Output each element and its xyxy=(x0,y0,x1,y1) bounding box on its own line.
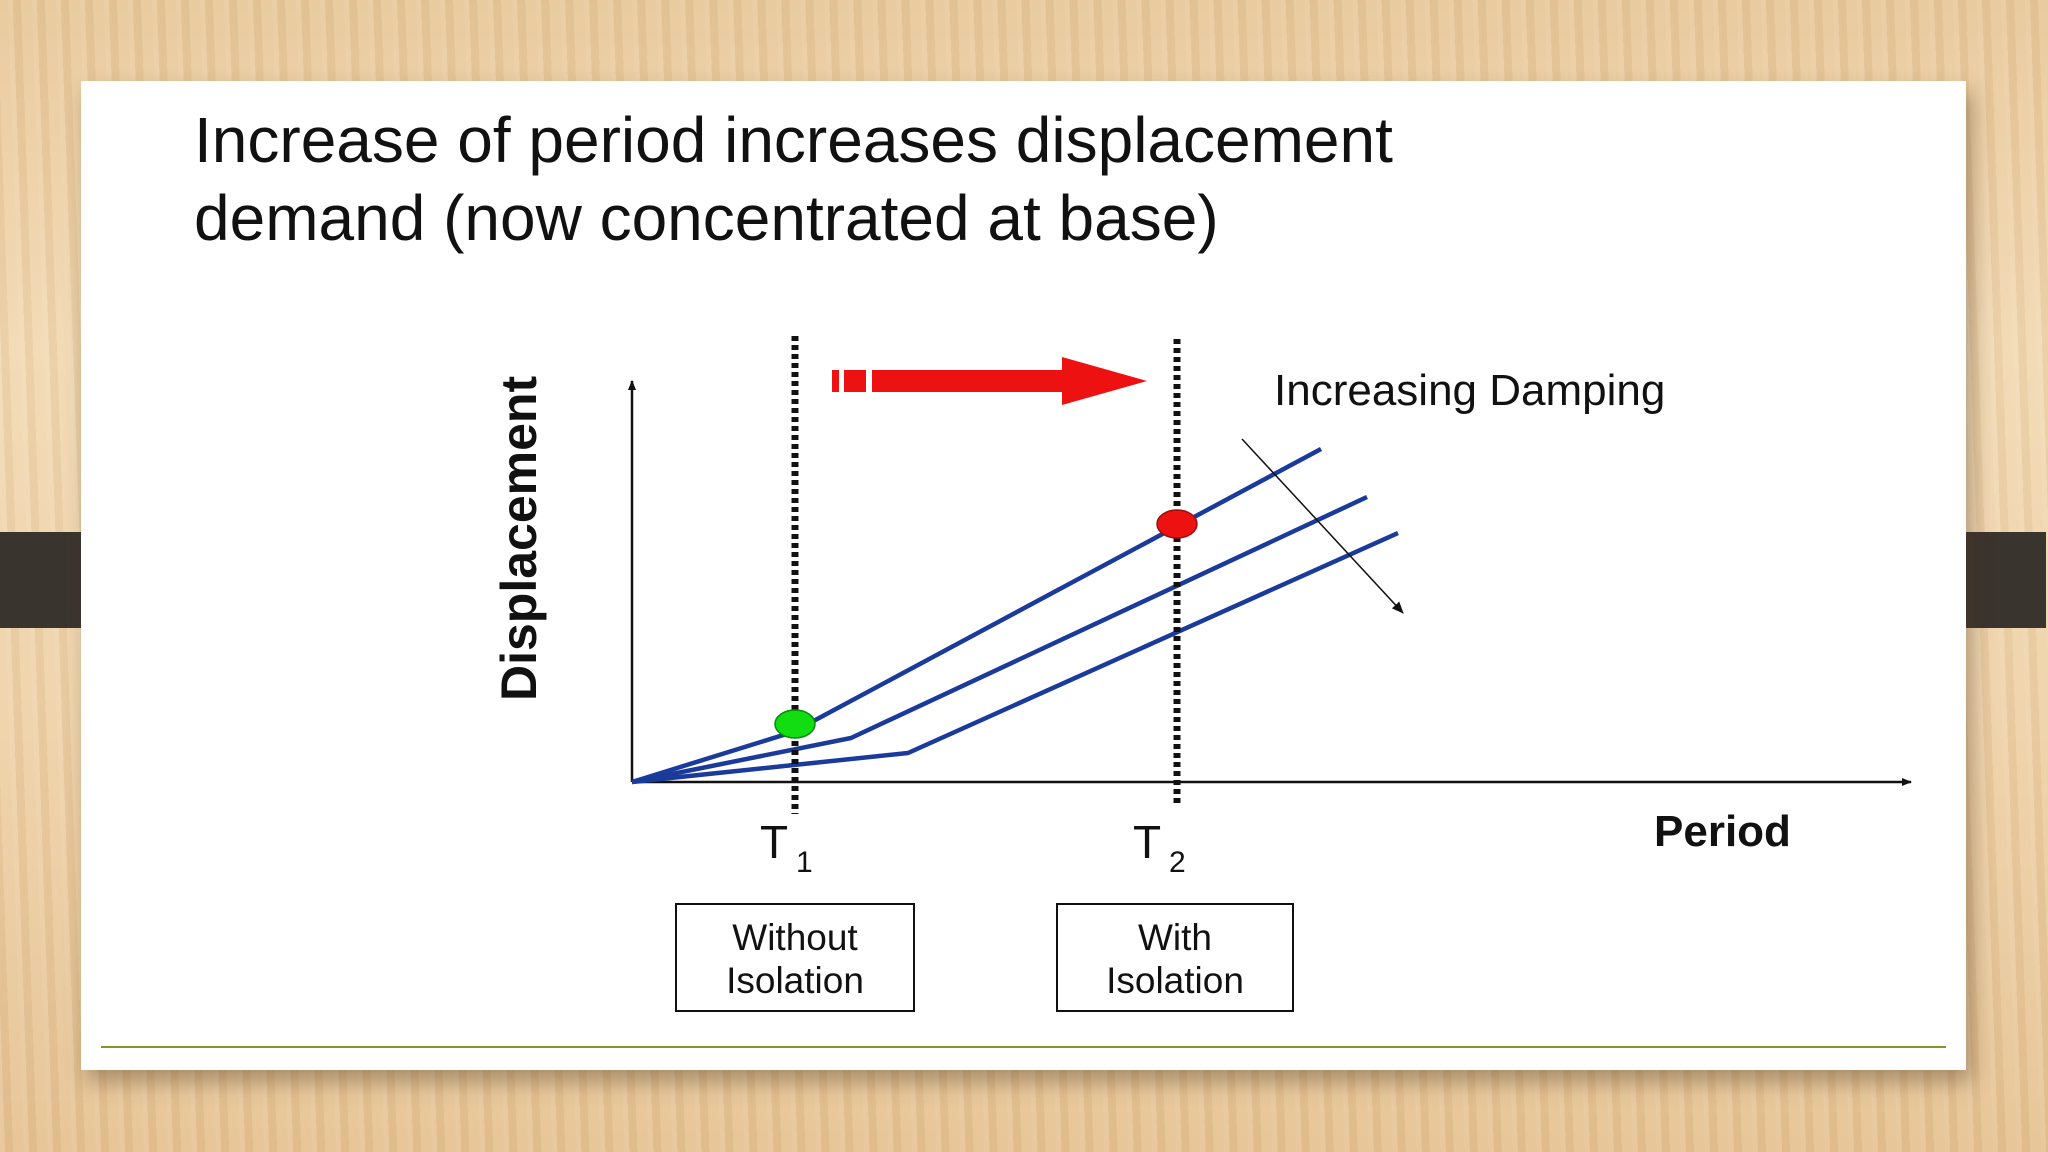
t2-letter: T xyxy=(1133,816,1161,868)
without-isolation-line-2: Isolation xyxy=(726,960,864,1001)
displacement-period-diagram: Increasing Damping Displacement Period T… xyxy=(491,336,1912,1012)
with-isolation-line-2: Isolation xyxy=(1106,960,1244,1001)
slide: Increase of period increases displacemen… xyxy=(81,81,1966,1070)
increasing-damping-arrow xyxy=(1241,438,1404,614)
t1-subscript: 1 xyxy=(796,846,813,879)
without-isolation-box: Without Isolation xyxy=(675,903,915,1012)
increasing-damping-label: Increasing Damping xyxy=(1274,366,1665,415)
slide-footer-rule xyxy=(101,1046,1946,1048)
t1-letter: T xyxy=(760,816,788,868)
curve-mid-damping xyxy=(631,494,1368,785)
curve-high-damping xyxy=(631,530,1399,785)
with-isolation-line-1: With xyxy=(1138,917,1212,958)
title-line-2: demand (now concentrated at base) xyxy=(194,182,1219,254)
t1-label: T 1 xyxy=(760,816,813,879)
with-isolation-box: With Isolation xyxy=(1056,903,1294,1012)
title-line-1: Increase of period increases displacemen… xyxy=(194,104,1393,176)
t1-green-dot xyxy=(774,709,816,739)
without-isolation-line-1: Without xyxy=(732,917,858,958)
slide-title: Increase of period increases displacemen… xyxy=(194,101,1934,257)
x-axis-label: Period xyxy=(1654,807,1791,856)
left-frame-tab xyxy=(0,532,94,628)
y-axis-label: Displacement xyxy=(491,376,547,701)
right-frame-tab xyxy=(1952,532,2046,628)
t2-red-dot xyxy=(1156,509,1198,539)
t2-subscript: 2 xyxy=(1169,846,1186,879)
period-shift-arrow xyxy=(832,357,1147,405)
t2-label: T 2 xyxy=(1133,816,1186,879)
